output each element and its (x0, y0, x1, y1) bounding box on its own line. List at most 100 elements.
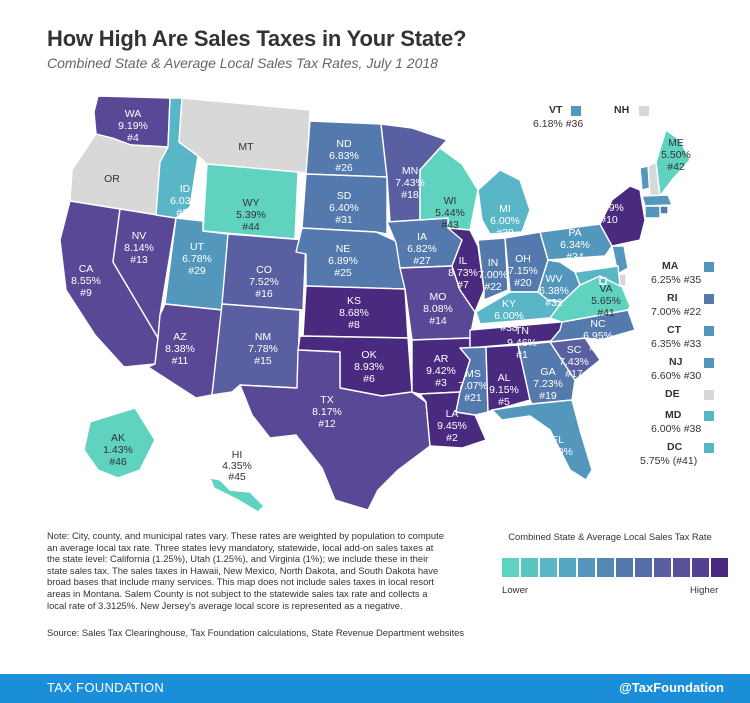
state-pa (539, 223, 613, 261)
state-label-wv-code: WV (546, 273, 563, 285)
dc-callout-code: DC (667, 441, 683, 453)
legend-swatch (597, 558, 614, 577)
state-tx (239, 349, 431, 511)
state-label-nv-rate: 8.14% (124, 242, 154, 254)
de-callout-swatch (704, 390, 714, 400)
state-label-ne-code: NE (336, 243, 351, 255)
state-label-co-code: CO (256, 264, 272, 276)
state-label-ar-rate: 9.42% (426, 365, 456, 377)
state-label-mi-rank: #38 (496, 227, 514, 239)
state-label-ny-rank: #10 (600, 214, 618, 226)
legend-lower-label: Lower (502, 585, 529, 596)
ma-callout-code: MA (662, 260, 679, 272)
state-label-wa-rate: 9.19% (118, 120, 148, 132)
state-label-sd-rank: #31 (335, 214, 353, 226)
state-label-ak-code: AK (111, 432, 125, 444)
state-label-nc-rate: 6.95% (583, 330, 613, 342)
state-label-in-rank: #22 (484, 281, 502, 293)
legend-swatch (521, 558, 538, 577)
state-label-mn-rate: 7.43% (395, 177, 425, 189)
state-label-oh-rate: 7.15% (508, 265, 538, 277)
state-label-wy-rank: #44 (242, 221, 260, 233)
state-label-la-rate: 9.45% (437, 420, 467, 432)
methodology-note: Note: City, county, and municipal rates … (47, 530, 444, 611)
ma-callout-value: 6.25% #35 (651, 274, 702, 286)
state-label-pa-code: PA (568, 227, 581, 239)
state-label-wy-code: WY (243, 197, 260, 209)
state-label-nm-code: NM (255, 331, 271, 343)
state-label-mi-rate: 6.00% (490, 215, 520, 227)
ct-callout-value: 6.35% #33 (651, 338, 702, 350)
state-label-pa-rate: 6.34% (560, 239, 590, 251)
state-label-tx-code: TX (320, 394, 333, 406)
state-label-fl-rank: #28 (549, 458, 567, 470)
state-label-nd-code: ND (336, 138, 352, 150)
state-label-co-rank: #16 (255, 288, 273, 300)
state-label-tn-code: TN (515, 325, 529, 337)
page-subtitle: Combined State & Average Local Sales Tax… (47, 55, 438, 71)
state-label-nd-rank: #26 (335, 162, 353, 174)
state-label-ok-code: OK (361, 349, 376, 361)
state-label-ms-code: MS (465, 368, 481, 380)
ri-callout-value: 7.00% #22 (651, 306, 702, 318)
page-title: How High Are Sales Taxes in Your State? (47, 26, 467, 51)
state-label-mo-code: MO (430, 291, 447, 303)
vt-callout-code: VT (549, 104, 563, 116)
state-label-la-rank: #2 (446, 432, 458, 444)
state-label-va-rate: 5.65% (591, 295, 621, 307)
state-label-ar-code: AR (434, 353, 449, 365)
legend-swatch (540, 558, 557, 577)
state-label-wa-code: WA (125, 108, 142, 120)
state-ct (644, 205, 661, 219)
de-callout-code: DE (665, 388, 680, 400)
state-label-az-rank: #11 (172, 355, 189, 367)
state-md (574, 265, 621, 287)
state-label-me-rate: 5.50% (661, 149, 691, 161)
state-nc (549, 309, 636, 343)
state-ak (83, 407, 156, 479)
legend-swatch (692, 558, 709, 577)
ri-callout-swatch (704, 294, 714, 304)
state-label-ms-rate: 7.07% (458, 380, 488, 392)
state-label-id-rank: #37 (176, 207, 194, 219)
state-sd (301, 173, 388, 235)
state-label-ia-rate: 6.82% (407, 243, 437, 255)
ct-callout-code: CT (667, 324, 681, 336)
nh-callout-code: NH (614, 104, 630, 116)
state-label-ut-rate: 6.78% (182, 253, 212, 265)
legend-title: Combined State & Average Local Sales Tax… (508, 531, 712, 542)
nj-callout-code: NJ (669, 356, 683, 368)
state-label-ca-rate: 8.55% (71, 275, 101, 287)
state-label-il-rank: #7 (457, 279, 469, 291)
legend-swatch (578, 558, 595, 577)
state-label-az-code: AZ (173, 331, 187, 343)
state-label-ia-code: IA (417, 231, 427, 243)
state-mt (178, 97, 311, 174)
nh-callout-swatch (639, 106, 649, 116)
state-ma (641, 194, 673, 207)
state-dc (599, 277, 607, 285)
state-label-tn-rate: 9.46% (507, 337, 537, 349)
state-hi (209, 477, 265, 513)
state-label-nv-code: NV (132, 230, 147, 242)
state-label-mn-rank: #18 (401, 189, 419, 201)
state-label-mn-code: MN (402, 165, 418, 177)
md-callout-value: 6.00% #38 (651, 423, 702, 435)
state-label-ut-code: UT (190, 241, 205, 253)
state-label-id-code: ID (180, 183, 191, 195)
state-ri (659, 205, 669, 215)
legend-swatch (616, 558, 633, 577)
legend-swatch (502, 558, 519, 577)
state-label-sd-code: SD (337, 190, 352, 202)
state-label-ia-rank: #27 (413, 255, 431, 267)
state-label-id-rate: 6.03% (170, 195, 200, 207)
state-label-ga-rank: #19 (539, 390, 557, 402)
footer-handle: @TaxFoundation (619, 680, 724, 695)
state-label-mi-code: MI (499, 203, 511, 215)
state-label-fl-rate: 6.80% (543, 446, 573, 458)
state-label-nc-rank: #24 (589, 342, 607, 354)
state-label-tx-rank: #12 (318, 418, 336, 430)
state-label-az-rate: 8.38% (165, 343, 195, 355)
state-ny (559, 185, 646, 247)
legend-swatch (673, 558, 690, 577)
